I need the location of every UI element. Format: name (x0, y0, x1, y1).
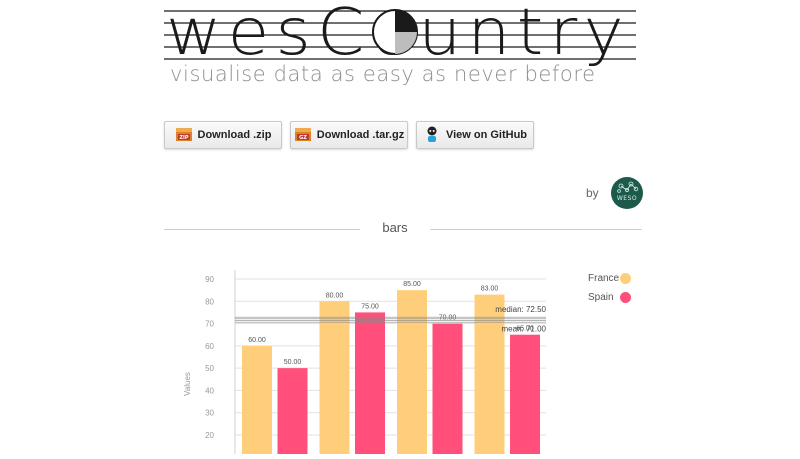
tagline: visualise data as easy as never before (170, 62, 596, 86)
download-targz-button[interactable]: GZ Download .tar.gz (290, 121, 408, 149)
wescountry-logo: wesCountry (160, 0, 640, 70)
y-tick-label: 90 (205, 275, 214, 284)
svg-text:WESO: WESO (617, 195, 637, 202)
legend-item-france[interactable]: France (588, 273, 631, 284)
credit: by WESO (586, 177, 643, 209)
reference-line-label: mean: 71.00 (502, 324, 547, 333)
bar-spain (277, 368, 308, 459)
y-tick-label: 30 (205, 409, 214, 418)
view-on-github-label: View on GitHub (445, 129, 528, 141)
svg-text:ZIP: ZIP (179, 135, 188, 141)
bar-chart-svg: 20 30 40 50 60 70 80 90 Values 60.00 80.00 85.00 83.… (183, 270, 547, 459)
weso-logo-icon: WESO (617, 181, 638, 202)
bar-value-label: 70.00 (439, 315, 457, 322)
download-zip-button[interactable]: ZIP Download .zip (164, 121, 282, 149)
bar-value-label: 80.00 (326, 292, 344, 299)
section-divider-left (164, 229, 360, 230)
y-tick-label: 20 (205, 431, 214, 440)
y-tick-label: 60 (205, 342, 214, 351)
bar-spain (355, 312, 385, 459)
download-zip-label: Download .zip (197, 129, 272, 141)
svg-text:GZ: GZ (299, 135, 307, 141)
targz-archive-icon: GZ (294, 125, 312, 146)
download-targz-label: Download .tar.gz (316, 129, 405, 141)
bar-value-label: 60.00 (248, 337, 266, 344)
legend-swatch-france (620, 273, 631, 284)
view-on-github-button[interactable]: View on GitHub (416, 121, 534, 149)
y-tick-label: 40 (205, 386, 214, 395)
y-tick-label: 80 (205, 297, 214, 306)
section-divider-right (430, 229, 642, 230)
logo-pie-icon (372, 9, 418, 55)
bar-spain (510, 334, 540, 459)
bar-france (242, 345, 272, 459)
bar-value-label: 50.00 (284, 359, 302, 366)
by-label: by (586, 186, 599, 200)
bar-france (397, 290, 427, 459)
legend-swatch-spain (620, 292, 631, 303)
weso-avatar[interactable]: WESO (610, 177, 643, 209)
octocat-icon (423, 125, 441, 146)
reference-line-label: median: 72.50 (495, 305, 546, 314)
bar-value-label: 65.00 (516, 326, 534, 333)
bar-chart: 20 30 40 50 60 70 80 90 Values 60.00 80.00 85.00 83.… (0, 262, 800, 459)
y-axis-title: Values (183, 372, 192, 396)
y-tick-label: 50 (205, 364, 214, 373)
bar-value-label: 75.00 (361, 303, 379, 310)
bar-value-label: 85.00 (403, 281, 421, 288)
bar-value-label: 83.00 (481, 286, 499, 293)
bar-spain (432, 323, 463, 459)
zip-archive-icon: ZIP (175, 125, 193, 146)
y-tick-label: 70 (205, 320, 214, 329)
section-title: bars (382, 220, 408, 235)
legend-label-spain: Spain (588, 292, 614, 303)
legend-label-france: France (588, 273, 620, 284)
legend-item-spain[interactable]: Spain (588, 292, 631, 303)
bar-france (319, 301, 350, 459)
